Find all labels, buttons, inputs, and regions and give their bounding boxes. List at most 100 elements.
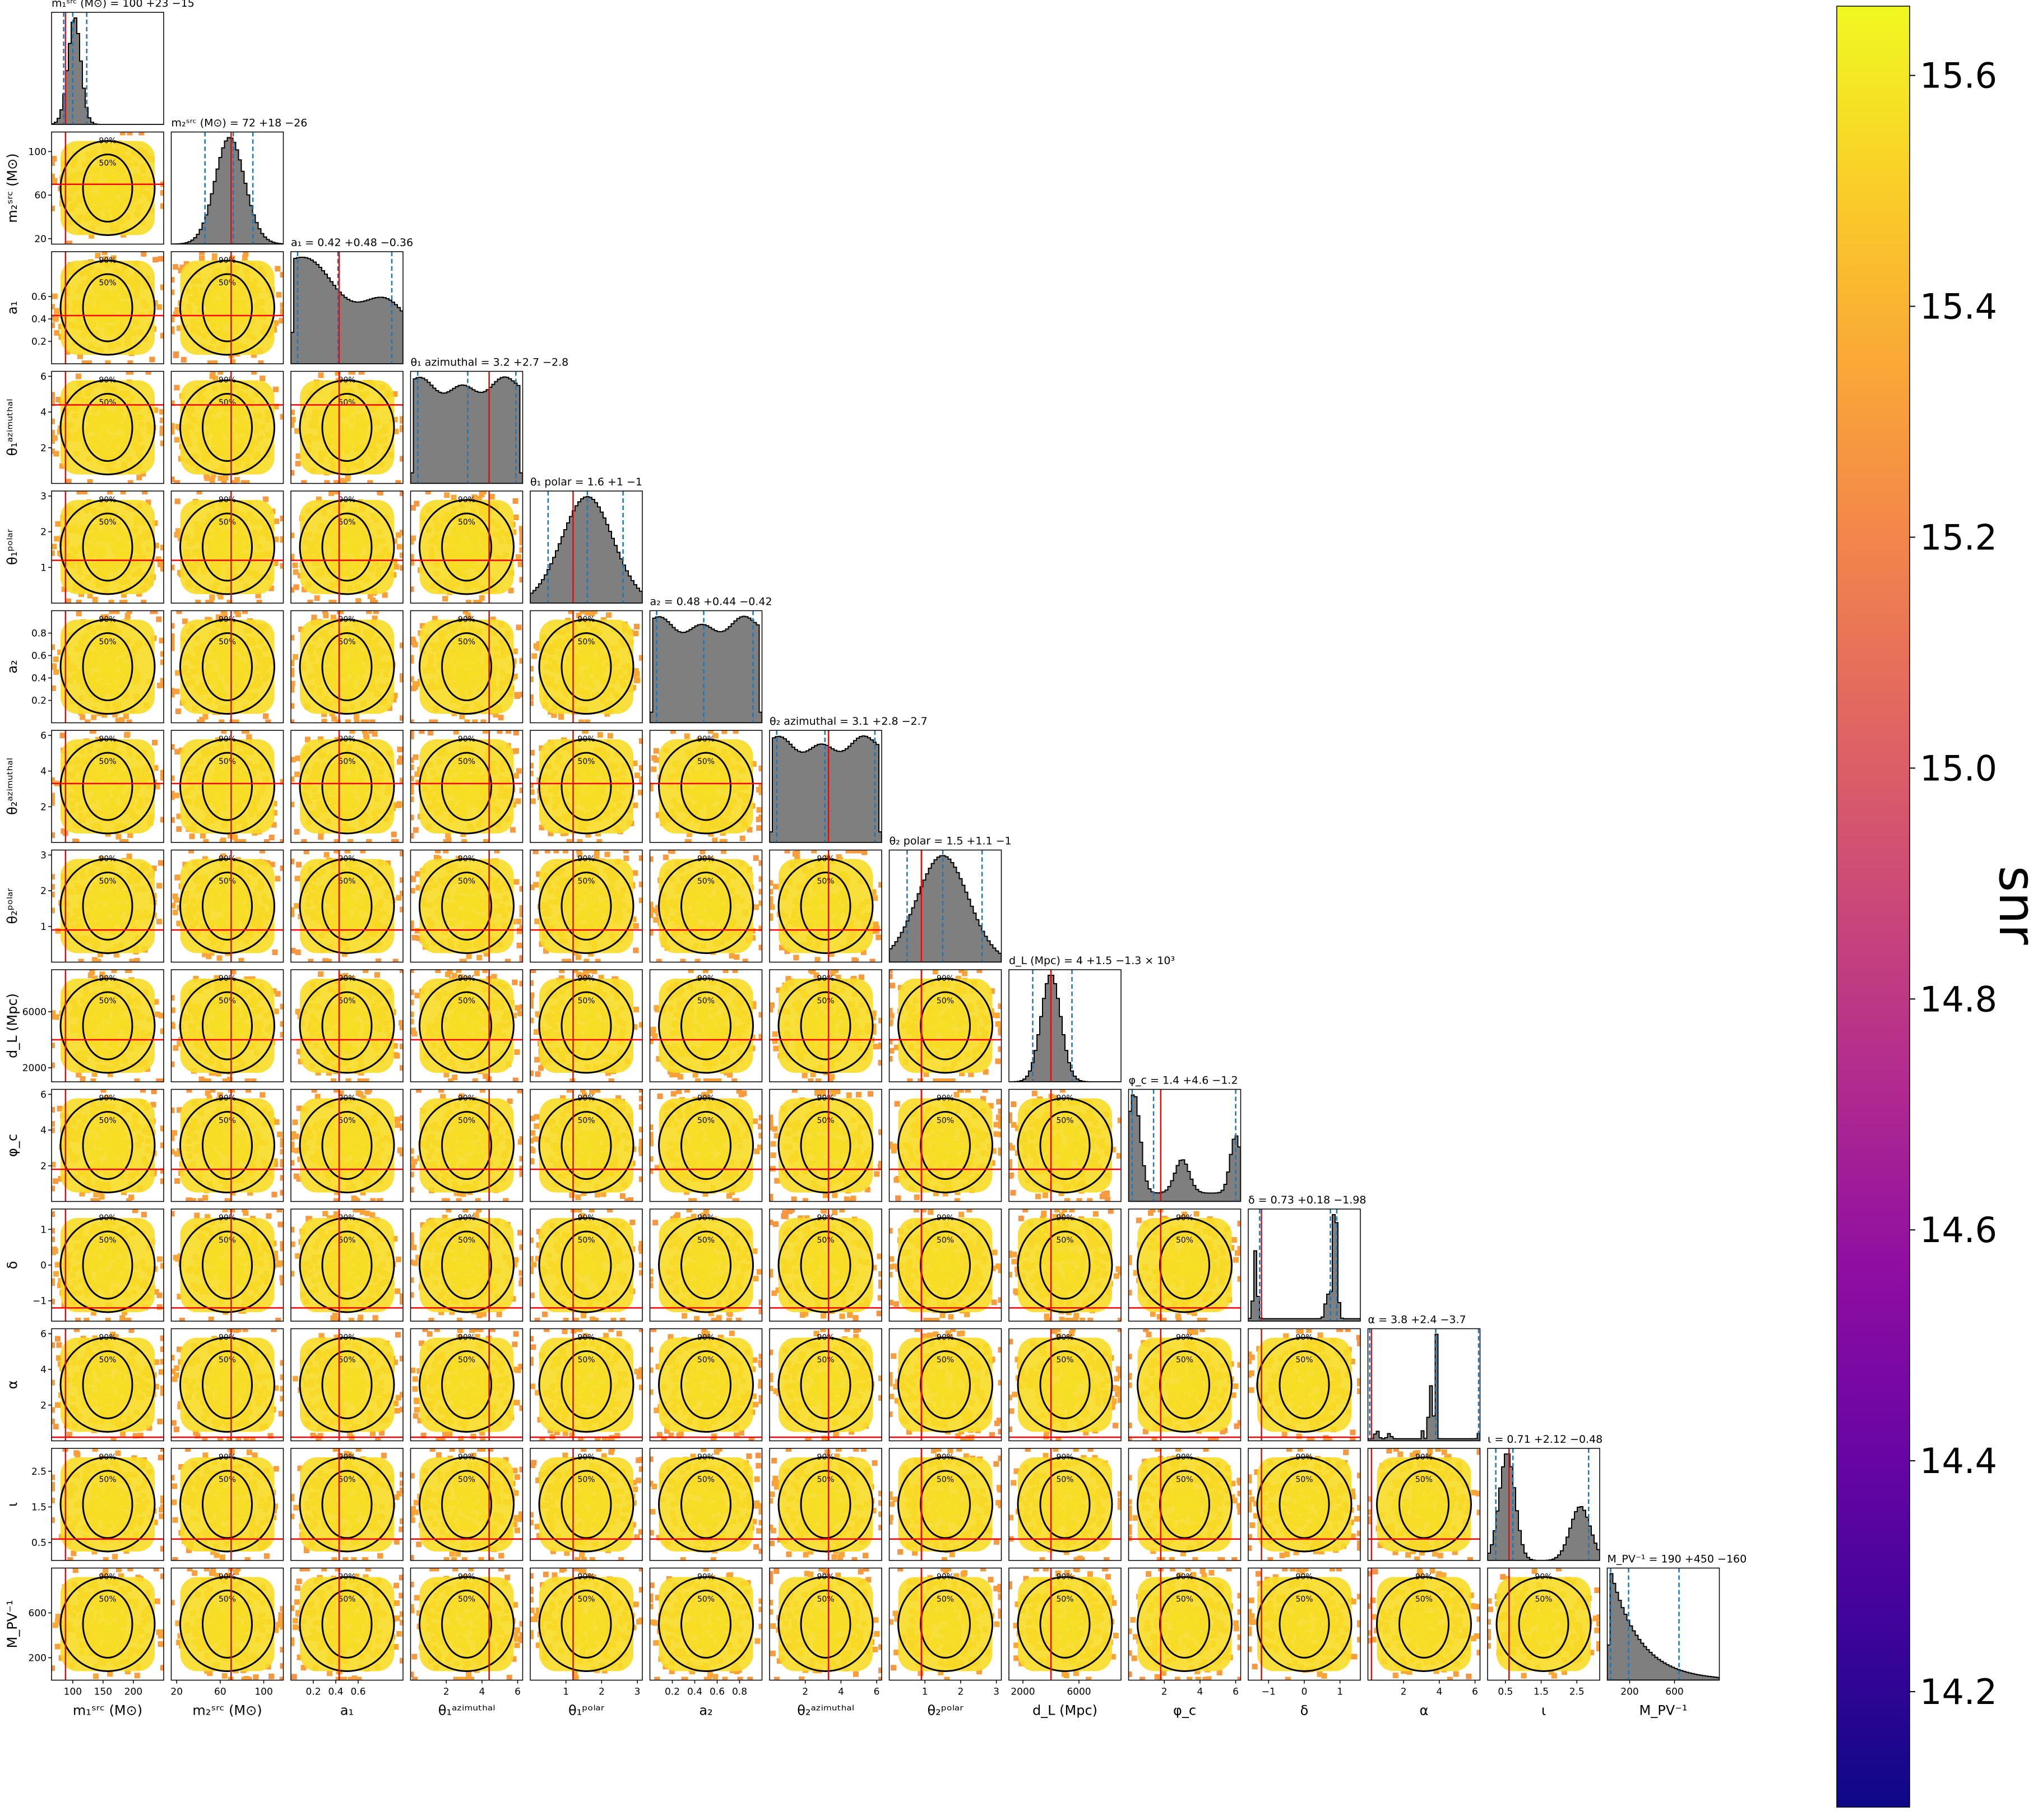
panel-frame (170, 730, 284, 843)
sample-point (160, 544, 164, 550)
density-core (180, 500, 275, 594)
sample-point (101, 252, 108, 255)
panel-content (291, 252, 403, 364)
sample-point (171, 400, 175, 406)
sample-point (459, 714, 465, 720)
sample-point (212, 376, 219, 382)
sample-point (151, 739, 158, 745)
sample-point (159, 409, 164, 415)
sample-point (568, 610, 574, 614)
sample-point (52, 322, 55, 328)
sample-point (328, 491, 335, 496)
hist-panel-a2: a₂ = 0.48 +0.44 −0.42 (649, 596, 772, 724)
sample-point (154, 784, 160, 790)
sample-point (77, 353, 84, 359)
sample-point (519, 547, 523, 553)
sample-point (179, 265, 186, 271)
scatter-panel-th1p-vs-th1a: 90%50% (410, 490, 524, 604)
sample-point (274, 518, 280, 525)
density-core (61, 380, 155, 475)
sample-point (156, 616, 162, 622)
sample-point (173, 311, 179, 317)
density-core (300, 619, 394, 714)
contour-label-50: 50% (338, 638, 355, 647)
sample-point (84, 360, 90, 364)
contour-label-90: 90% (338, 376, 355, 385)
sample-point (196, 491, 202, 494)
sample-point (372, 731, 378, 737)
panel-content: 90%50% (52, 730, 164, 842)
panel-frame (170, 610, 284, 724)
sample-point (519, 658, 523, 664)
sample-point (52, 160, 55, 166)
sample-point (493, 712, 499, 718)
density-core (180, 261, 275, 355)
sample-point (531, 653, 538, 659)
sample-point (280, 839, 284, 842)
sample-point (211, 253, 217, 260)
sample-point (81, 360, 87, 364)
sample-point (87, 592, 93, 599)
sample-point (52, 550, 55, 556)
sample-point (580, 610, 586, 614)
contour-label-90: 90% (458, 495, 475, 504)
sample-point (551, 712, 557, 718)
sample-point (119, 132, 126, 136)
y-tick-label: 60 (34, 190, 47, 201)
sample-point (272, 320, 279, 326)
sample-point (207, 360, 214, 364)
sample-point (366, 839, 372, 842)
histogram (291, 257, 403, 364)
sample-point (634, 677, 641, 683)
sample-point (209, 594, 215, 600)
sample-point (52, 418, 55, 424)
sample-point (530, 700, 534, 706)
sample-point (171, 633, 175, 639)
sample-point (263, 839, 270, 842)
sample-point (200, 832, 206, 839)
sample-point (243, 252, 249, 257)
sample-point (490, 616, 496, 622)
sample-point (171, 817, 175, 823)
contour-label-50: 50% (219, 757, 236, 766)
sample-point (391, 831, 397, 837)
sample-point (52, 544, 57, 550)
sample-point (393, 428, 399, 434)
y-tick-label: 100 (29, 146, 47, 158)
sample-point (171, 277, 175, 283)
sample-point (584, 610, 590, 616)
sample-point (176, 826, 182, 832)
sample-point (120, 491, 126, 494)
sample-point (536, 641, 542, 647)
density-core (419, 500, 514, 594)
sample-point (633, 631, 639, 637)
sample-point (255, 592, 261, 599)
sample-point (92, 596, 98, 603)
panel-content: 90%50% (171, 252, 284, 364)
y-tick-label: 1 (40, 562, 47, 573)
sample-point (291, 532, 294, 539)
sample-point (519, 692, 523, 698)
sample-point (242, 610, 248, 614)
sample-point (235, 612, 241, 618)
y-tick-label: 0.4 (31, 314, 47, 325)
sample-point (110, 255, 117, 261)
scatter-panel-th1p-vs-a1: 90%50% (290, 490, 404, 604)
sample-point (61, 586, 67, 592)
sample-point (138, 132, 145, 136)
sample-point (59, 463, 66, 469)
y-tick-label: 4 (40, 766, 47, 777)
sample-point (634, 671, 640, 677)
sample-point (291, 660, 294, 666)
sample-point (55, 521, 61, 527)
sample-point (333, 491, 339, 494)
sample-point (311, 614, 317, 620)
sample-point (54, 330, 60, 336)
contour-50 (561, 632, 612, 701)
sample-point (174, 688, 180, 694)
density-core (180, 380, 275, 475)
hist-panel-m2: m₂ˢʳᶜ (M⊙) = 72 +18 −26 (170, 117, 307, 245)
sample-point (519, 540, 523, 546)
panel-content: 90%50% (52, 491, 164, 603)
